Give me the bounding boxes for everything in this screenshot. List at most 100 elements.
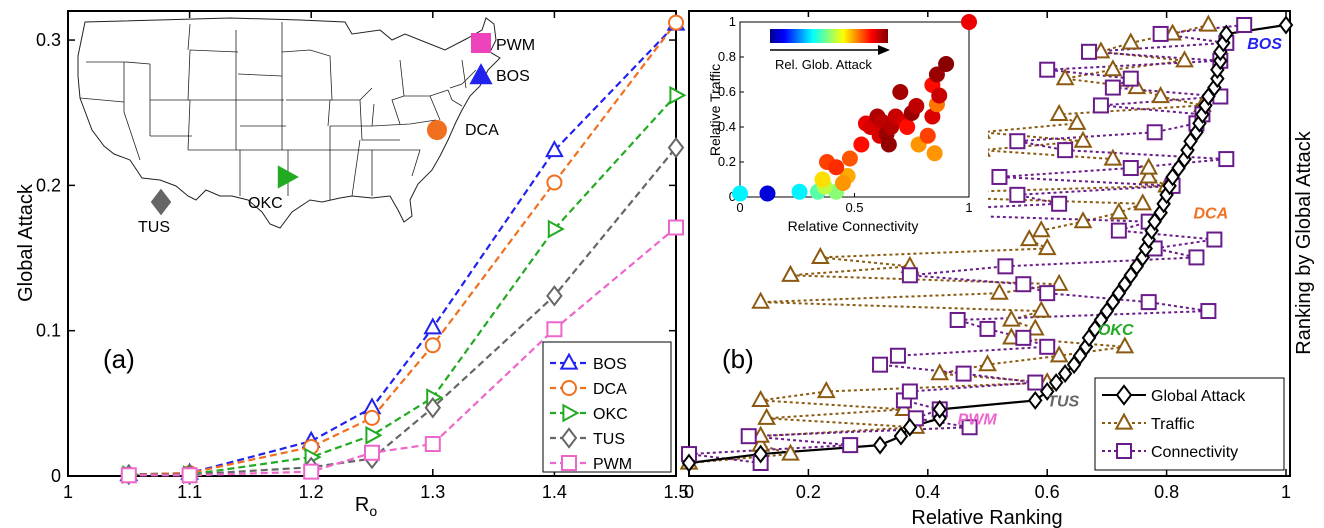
point-connectivity: [1122, 160, 1139, 177]
point-connectivity: [1039, 338, 1056, 355]
point-traffic: [1049, 103, 1069, 121]
point-okc: [669, 85, 687, 105]
point-traffic: [1055, 68, 1075, 86]
point-okc: [547, 219, 565, 239]
state-borders: [79, 22, 477, 200]
panel-a-ylabel: Global Attack: [15, 183, 37, 302]
legend-marker-pwm: [561, 455, 577, 471]
series-line-traffic: [688, 24, 1209, 464]
inset-y-tick-label: 0.4: [718, 119, 736, 134]
colorbar-arrow-head: [878, 45, 890, 55]
inset-point: [880, 136, 897, 153]
point-traffic: [1109, 202, 1129, 220]
panel-b-series: [679, 14, 1294, 473]
point-traffic: [1139, 157, 1159, 175]
inset-axes: 0 0.5 1 0 0.2 0.4 0.6 0.8 1: [718, 14, 973, 215]
y-tick-label: 0.1: [36, 321, 61, 341]
point-connectivity: [901, 383, 918, 400]
point-global-attack: [872, 435, 888, 455]
city-label-bos: BOS: [1247, 36, 1282, 53]
legend-marker-connectivity: [1116, 443, 1132, 459]
point-traffic: [1198, 14, 1218, 32]
point-connectivity: [1152, 25, 1169, 42]
inset-y-tick-label: 0: [729, 189, 736, 204]
map-label-dca: DCA: [465, 122, 499, 139]
panel-b-legend: Global Attack Traffic Connectivity: [1094, 377, 1285, 471]
x-tick-label: 1: [1281, 482, 1291, 502]
point-global-attack: [1057, 364, 1073, 384]
legend-a-bos: BOS: [593, 356, 627, 373]
city-label-okc: OKC: [1098, 322, 1134, 339]
point-okc: [365, 425, 383, 445]
inset-point: [938, 56, 955, 72]
point-connectivity: [1146, 124, 1163, 141]
point-global-attack: [902, 417, 918, 437]
inset-point: [919, 127, 936, 144]
inset-points: [732, 14, 977, 202]
map-label-tus: TUS: [138, 219, 170, 236]
point-pwm: [181, 467, 198, 484]
inset-point: [835, 175, 852, 191]
panel-a-legend-keys: [550, 352, 588, 471]
x-tick-label: 1.2: [299, 482, 324, 502]
point-connectivity: [1015, 276, 1032, 293]
legend-marker-dca: [561, 380, 577, 396]
point-traffic: [930, 363, 950, 381]
panel-b-ylabel: Ranking by Global Attack: [1293, 130, 1315, 354]
panel-a-label: (a): [103, 344, 135, 374]
point-connectivity: [1200, 303, 1217, 320]
inset-point: [759, 185, 776, 202]
legend-marker-traffic: [1114, 412, 1134, 430]
panel-b-label: (b): [722, 344, 754, 374]
point-dca: [424, 337, 441, 354]
map-label-okc: OKC: [248, 195, 283, 212]
point-traffic: [1001, 327, 1021, 345]
point-connectivity: [991, 168, 1008, 185]
point-connectivity: [1236, 17, 1253, 33]
point-connectivity: [961, 419, 978, 436]
point-bos: [423, 317, 443, 335]
point-pwm: [546, 321, 563, 338]
point-traffic: [1073, 130, 1093, 148]
point-traffic: [1001, 309, 1021, 327]
inset-point: [926, 145, 943, 162]
point-pwm: [120, 467, 137, 484]
point-traffic: [1175, 50, 1194, 68]
inset-point: [853, 136, 870, 153]
point-pwm: [668, 219, 684, 236]
point-traffic: [1163, 23, 1182, 41]
legend-a-dca: DCA: [593, 381, 627, 398]
inset-point: [732, 185, 748, 202]
legend-b-global-attack: Global Attack: [1151, 388, 1246, 405]
point-connectivity: [1092, 97, 1109, 114]
inset-point: [814, 171, 831, 188]
inset-point: [841, 150, 858, 167]
legend-a-tus: TUS: [593, 431, 625, 448]
legend-marker-tus: [560, 427, 578, 449]
point-traffic: [1019, 229, 1039, 247]
point-global-attack: [893, 426, 909, 446]
point-connectivity: [949, 311, 966, 328]
colorbar: [770, 29, 888, 43]
panel-a: 1 1.1 1.2 1.3 1.4 1.5 0 0.1 0.2 0.3 Global Attack…: [15, 10, 689, 519]
point-traffic: [990, 282, 1009, 300]
map-marker-bos: [469, 63, 493, 85]
point-bos: [545, 140, 564, 158]
x-tick-label: 1.4: [542, 482, 567, 502]
point-connectivity: [1009, 186, 1026, 203]
point-global-attack: [753, 444, 768, 464]
point-traffic: [1139, 166, 1159, 184]
point-traffic: [757, 407, 777, 425]
inset-point: [828, 159, 845, 176]
panel-b: 0 0.2 0.4 0.6 0.8 1 Relative Ranking Ranking …: [679, 10, 1315, 528]
point-connectivity: [1027, 374, 1044, 391]
point-traffic: [1103, 59, 1123, 77]
legend-b-traffic: Traffic: [1151, 416, 1195, 433]
point-traffic: [1067, 112, 1087, 130]
point-traffic: [781, 443, 800, 461]
point-tus: [424, 396, 442, 419]
point-tus: [667, 136, 685, 159]
point-connectivity: [1015, 329, 1032, 346]
panel-a-series: [119, 13, 687, 486]
